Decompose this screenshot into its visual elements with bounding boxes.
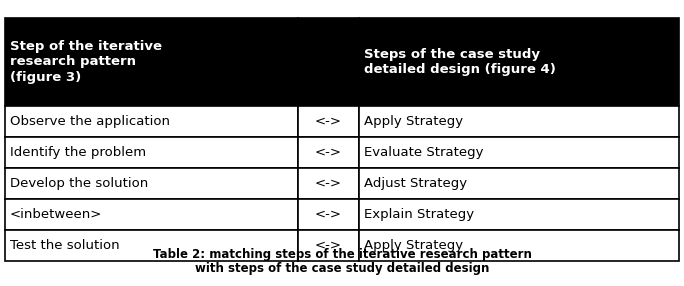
Bar bbox=[298, 106, 359, 137]
Bar bbox=[5, 168, 298, 199]
Text: Step of the iterative
research pattern
(figure 3): Step of the iterative research pattern (… bbox=[10, 40, 162, 84]
Text: Apply Strategy: Apply Strategy bbox=[364, 115, 463, 128]
Text: Apply Strategy: Apply Strategy bbox=[364, 239, 463, 252]
Bar bbox=[298, 18, 359, 106]
Text: <->: <-> bbox=[315, 177, 342, 190]
Bar bbox=[5, 18, 298, 106]
Text: Develop the solution: Develop the solution bbox=[10, 177, 148, 190]
Bar bbox=[5, 199, 298, 230]
Bar bbox=[5, 137, 298, 168]
Text: Observe the application: Observe the application bbox=[10, 115, 170, 128]
Bar bbox=[298, 230, 359, 261]
Text: <->: <-> bbox=[315, 146, 342, 159]
Bar bbox=[298, 199, 359, 230]
Bar bbox=[298, 137, 359, 168]
Bar bbox=[359, 230, 679, 261]
Text: <inbetween>: <inbetween> bbox=[10, 208, 103, 221]
Bar bbox=[298, 168, 359, 199]
Text: <->: <-> bbox=[315, 115, 342, 128]
Bar bbox=[359, 137, 679, 168]
Bar bbox=[359, 106, 679, 137]
Text: Identify the problem: Identify the problem bbox=[10, 146, 146, 159]
Text: Table 2: matching steps of the iterative research pattern: Table 2: matching steps of the iterative… bbox=[153, 248, 531, 261]
Text: Adjust Strategy: Adjust Strategy bbox=[364, 177, 467, 190]
Bar bbox=[359, 168, 679, 199]
Text: Explain Strategy: Explain Strategy bbox=[364, 208, 474, 221]
Bar bbox=[5, 106, 298, 137]
Text: Evaluate Strategy: Evaluate Strategy bbox=[364, 146, 484, 159]
Text: Steps of the case study
detailed design (figure 4): Steps of the case study detailed design … bbox=[364, 48, 555, 76]
Text: with steps of the case study detailed design: with steps of the case study detailed de… bbox=[195, 262, 489, 275]
Text: <->: <-> bbox=[315, 239, 342, 252]
Bar bbox=[359, 199, 679, 230]
Text: <->: <-> bbox=[315, 208, 342, 221]
Bar bbox=[5, 230, 298, 261]
Bar bbox=[359, 18, 679, 106]
Text: Test the solution: Test the solution bbox=[10, 239, 120, 252]
